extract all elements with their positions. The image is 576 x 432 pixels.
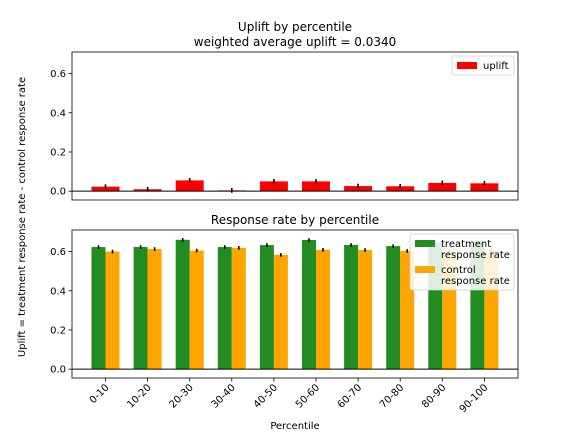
bot-bar-s1-0-10	[105, 251, 120, 370]
x-tick-label: 90-100	[458, 382, 491, 415]
bot-bar-s1-30-40	[231, 247, 246, 370]
top-bar-s0-60-70	[344, 186, 373, 192]
bot-bar-s0-10-20	[133, 247, 148, 370]
bot-y-tick-label: 0.0	[50, 365, 66, 376]
bot-bar-s0-0-10	[91, 247, 106, 370]
top-bar-s0-40-50	[259, 181, 288, 192]
bot-bar-s0-40-50	[259, 245, 274, 370]
top-legend-swatch	[457, 62, 477, 69]
top-bar-s0-50-60	[302, 181, 330, 192]
response-rate-y-ticks: 0.0 0.2 0.4 0.6	[50, 247, 72, 376]
x-tick-label: 30-40	[210, 382, 238, 410]
y-axis-label: Uplift = treatment response rate - contr…	[17, 77, 28, 357]
top-y-tick-label: 0.4	[50, 108, 66, 119]
top-bar-s0-80-90	[428, 182, 457, 192]
uplift-y-ticks: 0.0 0.2 0.4 0.6	[50, 69, 72, 198]
uplift-bars	[91, 180, 499, 192]
bot-bar-s1-60-70	[358, 249, 373, 370]
bot-bar-s0-60-70	[344, 244, 359, 370]
bot-y-tick-label: 0.6	[50, 247, 66, 258]
response-rate-chart-title: Response rate by percentile	[211, 213, 379, 227]
response-rate-plot-frame	[71, 229, 519, 379]
response-rate-x-ticks: 0-10 10-20 20-30 30-40 40-50 50-60 60-70 70-80 8…	[88, 378, 491, 415]
top-y-tick-label: 0.6	[50, 69, 66, 80]
x-tick-label: 20-30	[167, 382, 195, 410]
bot-y-tick-label: 0.4	[50, 286, 66, 297]
x-tick-label: 50-60	[294, 382, 322, 410]
bot-legend-swatch	[415, 240, 435, 247]
uplift-legend: uplift	[451, 55, 515, 76]
top-bar-s0-20-30	[175, 180, 204, 192]
bot-y-tick-label: 0.2	[50, 325, 66, 336]
top-legend-box	[451, 55, 515, 76]
bot-bar-s0-70-80	[386, 246, 401, 370]
x-tick-label: 80-90	[420, 382, 448, 410]
x-tick-label: 10-20	[125, 382, 153, 410]
top-bar-s0-90-100	[470, 183, 499, 192]
x-tick-label: 60-70	[336, 382, 364, 410]
bot-bar-s1-20-30	[189, 250, 204, 370]
bot-bar-s1-50-60	[316, 249, 330, 370]
bot-legend-swatch	[415, 266, 435, 273]
x-tick-label: 70-80	[378, 382, 406, 410]
top-y-tick-label: 0.0	[50, 187, 66, 198]
bot-legend-box	[409, 233, 515, 291]
x-tick-label: 0-10	[88, 382, 112, 406]
top-bar-s0-70-80	[386, 186, 415, 192]
response-rate-legend: treatment response rate control response ra…	[409, 233, 515, 291]
bot-bar-s0-20-30	[175, 239, 190, 370]
uplift-chart-subtitle: weighted average uplift = 0.0340	[194, 35, 397, 49]
uplift-plot-frame	[71, 51, 519, 201]
uplift-error-bars	[104, 178, 486, 193]
uplift-chart-title: Uplift by percentile	[238, 20, 352, 34]
bot-bar-s0-30-40	[217, 247, 232, 370]
response-rate-chart: Response rate by percentile 0.0 0.2 0.4 0.6…	[50, 213, 519, 432]
x-tick-label: 40-50	[252, 382, 280, 410]
top-y-tick-label: 0.2	[50, 147, 66, 158]
x-axis-label: Percentile	[270, 421, 319, 432]
uplift-chart: Uplift by percentile weighted average up…	[50, 20, 519, 201]
bot-bar-s1-40-50	[273, 254, 288, 370]
bot-bar-s0-50-60	[302, 239, 316, 370]
bot-legend-label: treatment response rate	[441, 239, 510, 261]
bot-legend-label: control response rate	[441, 265, 510, 287]
bot-bar-s1-10-20	[147, 249, 162, 370]
top-legend-label: uplift	[483, 61, 509, 72]
